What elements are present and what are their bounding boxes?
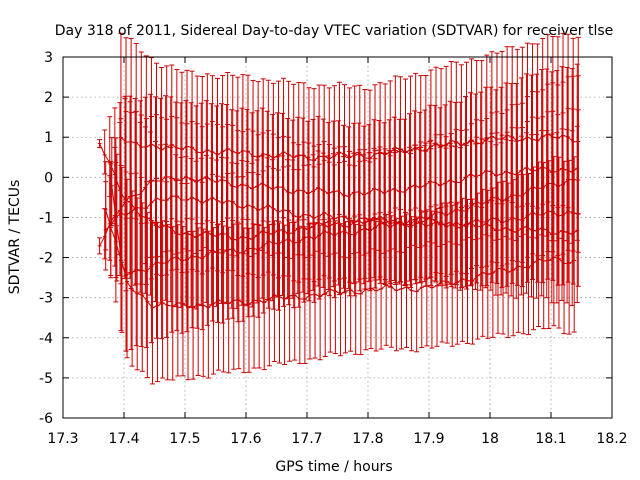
y-tick-label: -3 — [39, 291, 53, 307]
x-tick-label: 17.5 — [169, 431, 200, 447]
y-tick-label: 1 — [44, 130, 53, 146]
series-line — [120, 133, 579, 161]
series-s5 — [109, 137, 577, 385]
y-tick-label: -2 — [39, 251, 53, 267]
x-tick-label: 17.9 — [413, 431, 444, 447]
x-tick-label: 18.1 — [535, 431, 566, 447]
y-tick-label: -1 — [39, 210, 53, 226]
data-series — [97, 32, 581, 385]
plot-frame — [62, 56, 613, 419]
x-tick-label: 17.7 — [291, 431, 322, 447]
y-tick-label: 0 — [44, 170, 53, 186]
y-axis-label: SDTVAR / TECUs — [7, 180, 23, 295]
x-tick-label: 18 — [481, 431, 499, 447]
y-tick-label: -4 — [39, 331, 53, 347]
series-s3 — [103, 75, 581, 352]
x-tick-label: 17.8 — [352, 431, 383, 447]
x-tick-label: 17.6 — [230, 431, 261, 447]
series-line — [111, 185, 575, 309]
tick-labels: 17.3 17.4 17.5 17.6 17.7 17.8 17.9 18 18.1 18.2 -6… — [39, 50, 628, 447]
y-tick-label: -5 — [39, 371, 53, 387]
series-s6 — [118, 32, 581, 226]
chart-title: Day 318 of 2011, Sidereal Day-to-day VTE… — [55, 23, 614, 39]
series-line — [105, 195, 579, 231]
x-axis-label: GPS time / hours — [275, 459, 392, 475]
x-tick-label: 18.2 — [596, 431, 627, 447]
x-tick-label: 17.3 — [47, 431, 78, 447]
series-s2 — [97, 95, 580, 310]
y-tick-label: 2 — [44, 90, 53, 106]
series-line — [105, 179, 579, 276]
axis-ticks — [62, 56, 613, 419]
y-tick-label: 3 — [44, 50, 53, 66]
y-tick-label: -6 — [39, 411, 53, 427]
x-tick-label: 17.4 — [108, 431, 139, 447]
